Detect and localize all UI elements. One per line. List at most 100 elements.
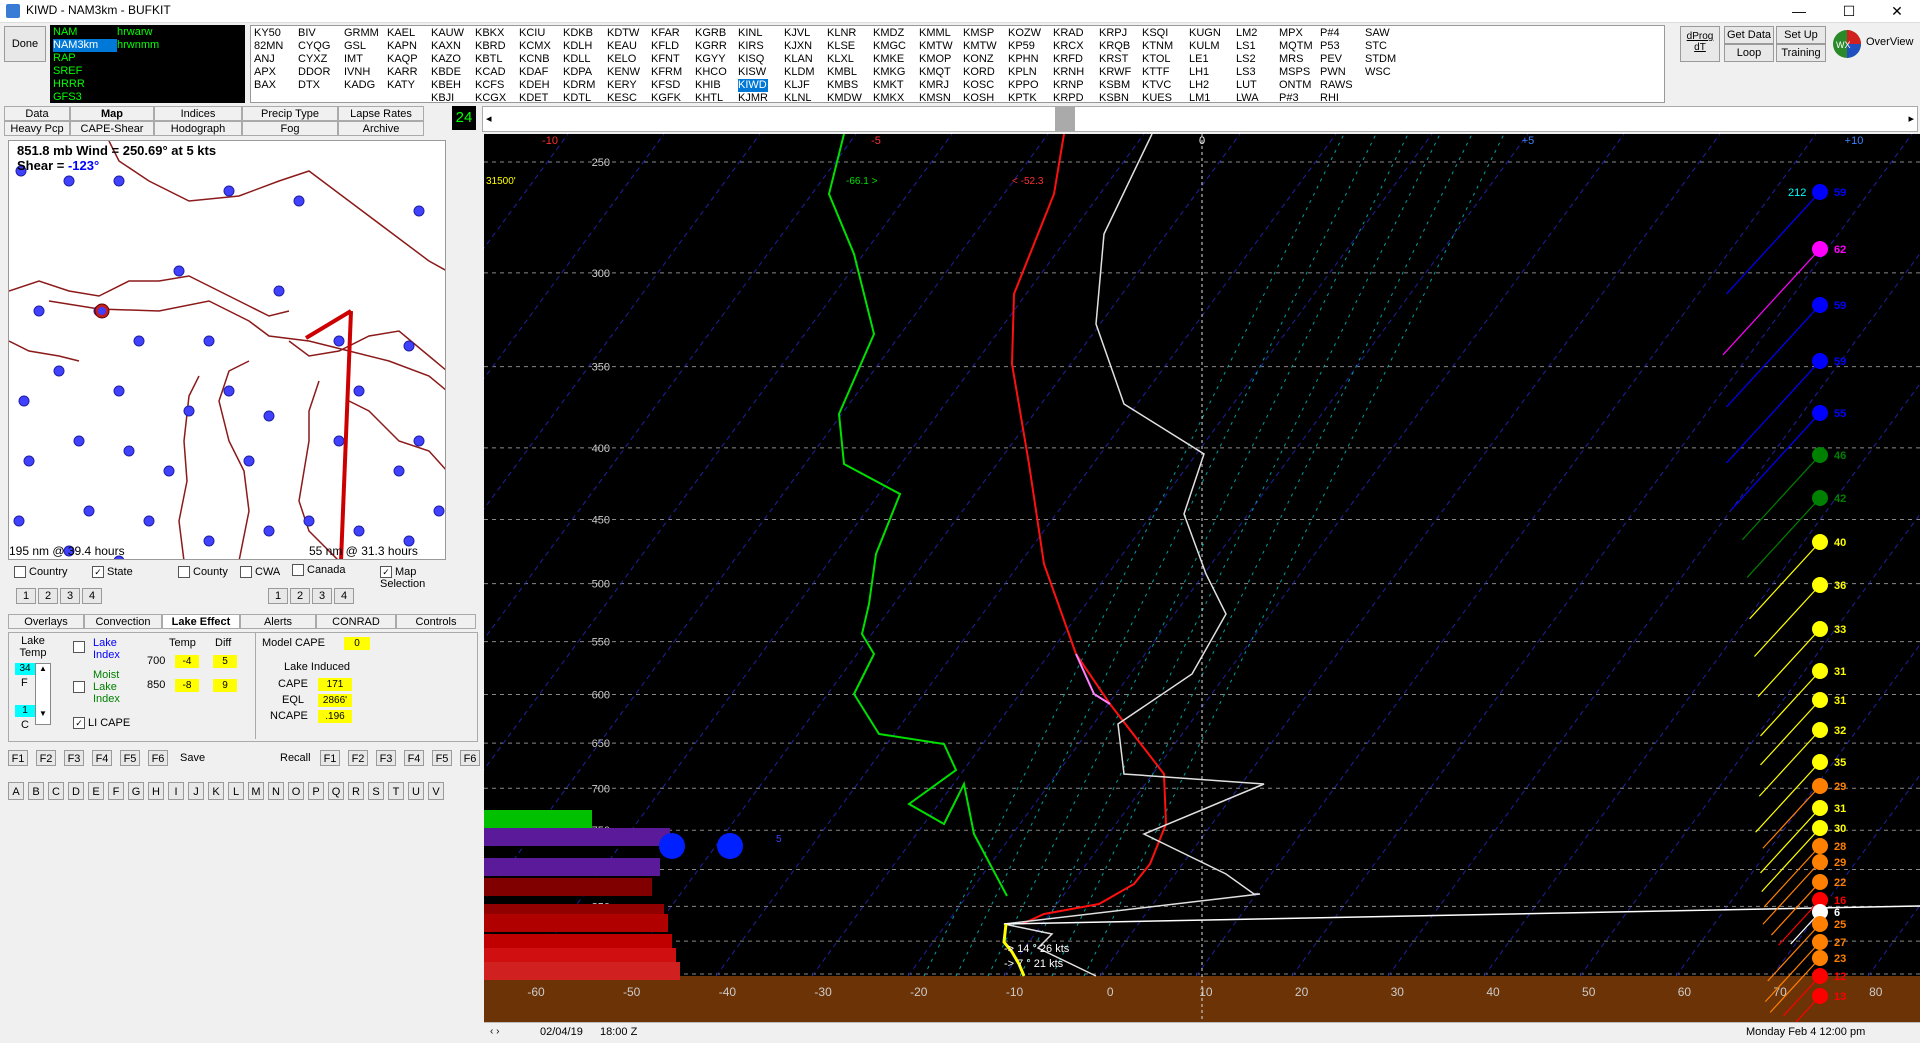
station-item[interactable]: LM1	[1189, 92, 1211, 104]
station-item[interactable]: KAQP	[387, 53, 418, 65]
station-item[interactable]: LH2	[1189, 79, 1210, 91]
letter-button[interactable]: L	[228, 782, 244, 800]
station-item[interactable]: KPTK	[1008, 92, 1037, 104]
close-button[interactable]: ✕	[1891, 3, 1903, 19]
station-dot[interactable]	[23, 455, 35, 467]
station-dot[interactable]	[163, 465, 175, 477]
station-item[interactable]: KOSH	[963, 92, 995, 104]
station-item[interactable]: KMSP	[963, 27, 995, 39]
state-checkbox[interactable]: ✓ State	[92, 566, 133, 579]
setup-button[interactable]: Set Up	[1776, 26, 1826, 44]
station-dot[interactable]	[63, 175, 75, 187]
station-dot[interactable]	[83, 505, 95, 517]
county-checkbox[interactable]: County	[178, 566, 228, 579]
station-item[interactable]: KENW	[607, 66, 640, 78]
station-item[interactable]: KMGC	[873, 40, 906, 52]
number-button[interactable]: 1	[268, 588, 288, 604]
station-item[interactable]: KDLH	[563, 40, 593, 52]
station-item[interactable]: MRS	[1279, 53, 1304, 65]
done-button[interactable]: Done	[4, 26, 46, 62]
map-canvas[interactable]	[9, 141, 446, 560]
station-item[interactable]: KMBL	[827, 66, 857, 78]
station-dot[interactable]	[393, 465, 405, 477]
station-item[interactable]: KTNM	[1142, 40, 1174, 52]
letter-button[interactable]: F	[108, 782, 124, 800]
station-item[interactable]: KIRS	[738, 40, 764, 52]
station-dot[interactable]	[413, 205, 425, 217]
station-dot[interactable]	[73, 435, 85, 447]
station-item[interactable]: KLDM	[784, 66, 815, 78]
station-item[interactable]: KRNP	[1053, 79, 1084, 91]
number-button[interactable]: 3	[312, 588, 332, 604]
station-dot[interactable]	[33, 305, 45, 317]
station-item[interactable]: KHIB	[695, 79, 721, 91]
station-item[interactable]: KDPA	[563, 66, 593, 78]
station-item[interactable]: KMKE	[873, 53, 905, 65]
station-dot[interactable]	[13, 515, 25, 527]
station-dot[interactable]	[53, 365, 65, 377]
station-dot[interactable]	[203, 535, 215, 547]
station-item[interactable]: KDTL	[563, 92, 592, 104]
station-dot[interactable]	[203, 335, 215, 347]
station-dot[interactable]	[173, 265, 185, 277]
moist-lake-index-checkbox[interactable]	[73, 681, 88, 694]
station-item[interactable]: KMKT	[873, 79, 904, 91]
station-item[interactable]: KERY	[607, 79, 637, 91]
station-item[interactable]: LUT	[1236, 79, 1257, 91]
tab-lake-effect[interactable]: Lake Effect	[162, 614, 240, 629]
tab-conrad[interactable]: CONRAD	[316, 614, 396, 629]
station-item[interactable]: KGYY	[695, 53, 726, 65]
tab-precip-type[interactable]: Precip Type	[242, 106, 338, 121]
station-dot[interactable]	[403, 535, 415, 547]
station-item[interactable]: KISQ	[738, 53, 765, 65]
slider-right-arrow-icon[interactable]: ▸	[1908, 113, 1914, 125]
station-item[interactable]: KARR	[387, 66, 418, 78]
fkey-button[interactable]: F6	[148, 750, 168, 766]
station-item[interactable]: CYXZ	[298, 53, 328, 65]
station-dot[interactable]	[133, 335, 145, 347]
station-item[interactable]: KMDZ	[873, 27, 905, 39]
station-dot[interactable]	[303, 515, 315, 527]
model-item[interactable]: GFS3	[53, 91, 243, 104]
station-item[interactable]: GSL	[344, 40, 367, 52]
skewt-canvas[interactable]: 2503003504004505005506006507007508008509…	[0, 133, 1920, 1038]
station-item[interactable]: MSPS	[1279, 66, 1311, 78]
status-arrows-icon[interactable]: ‹ ›	[490, 1026, 500, 1037]
tab-hodograph[interactable]: Hodograph	[154, 121, 242, 136]
minimize-button[interactable]: —	[1792, 3, 1806, 19]
station-item[interactable]: KOZW	[1008, 27, 1041, 39]
station-item[interactable]: KTOL	[1142, 53, 1171, 65]
station-item[interactable]: LS1	[1236, 40, 1256, 52]
station-item[interactable]: KP59	[1008, 40, 1035, 52]
station-item[interactable]: KMQT	[919, 66, 951, 78]
letter-button[interactable]: H	[148, 782, 164, 800]
station-item[interactable]: KADG	[344, 79, 376, 91]
station-item[interactable]: DDOR	[298, 66, 331, 78]
station-item[interactable]: STDM	[1365, 53, 1397, 65]
station-item[interactable]: KIWD	[738, 79, 768, 92]
station-dot[interactable]	[433, 505, 445, 517]
letter-button[interactable]: M	[248, 782, 264, 800]
skewt-panel[interactable]: 2503003504004505005506006507007508008509…	[0, 133, 1920, 1038]
station-dot[interactable]	[223, 185, 235, 197]
station-item[interactable]: APX	[254, 66, 277, 78]
station-item[interactable]: GRMM	[344, 27, 379, 39]
station-item[interactable]: KPPO	[1008, 79, 1039, 91]
letter-button[interactable]: I	[168, 782, 184, 800]
station-item[interactable]: LS3	[1236, 66, 1256, 78]
letter-button[interactable]: E	[88, 782, 104, 800]
tab-alerts[interactable]: Alerts	[240, 614, 316, 629]
station-item[interactable]: P#3	[1279, 92, 1299, 104]
fkey-button[interactable]: F4	[92, 750, 112, 766]
letter-button[interactable]: D	[68, 782, 84, 800]
station-item[interactable]: KMDW	[827, 92, 862, 104]
letter-button[interactable]: C	[48, 782, 64, 800]
number-button[interactable]: 2	[38, 588, 58, 604]
letter-button[interactable]: O	[288, 782, 304, 800]
station-item[interactable]: KDTW	[607, 27, 640, 39]
fkey-button[interactable]: F2	[36, 750, 56, 766]
maximize-button[interactable]: ☐	[1842, 3, 1856, 19]
station-item[interactable]: KBTL	[475, 53, 503, 65]
station-dot[interactable]	[293, 195, 305, 207]
station-dot[interactable]	[123, 445, 135, 457]
